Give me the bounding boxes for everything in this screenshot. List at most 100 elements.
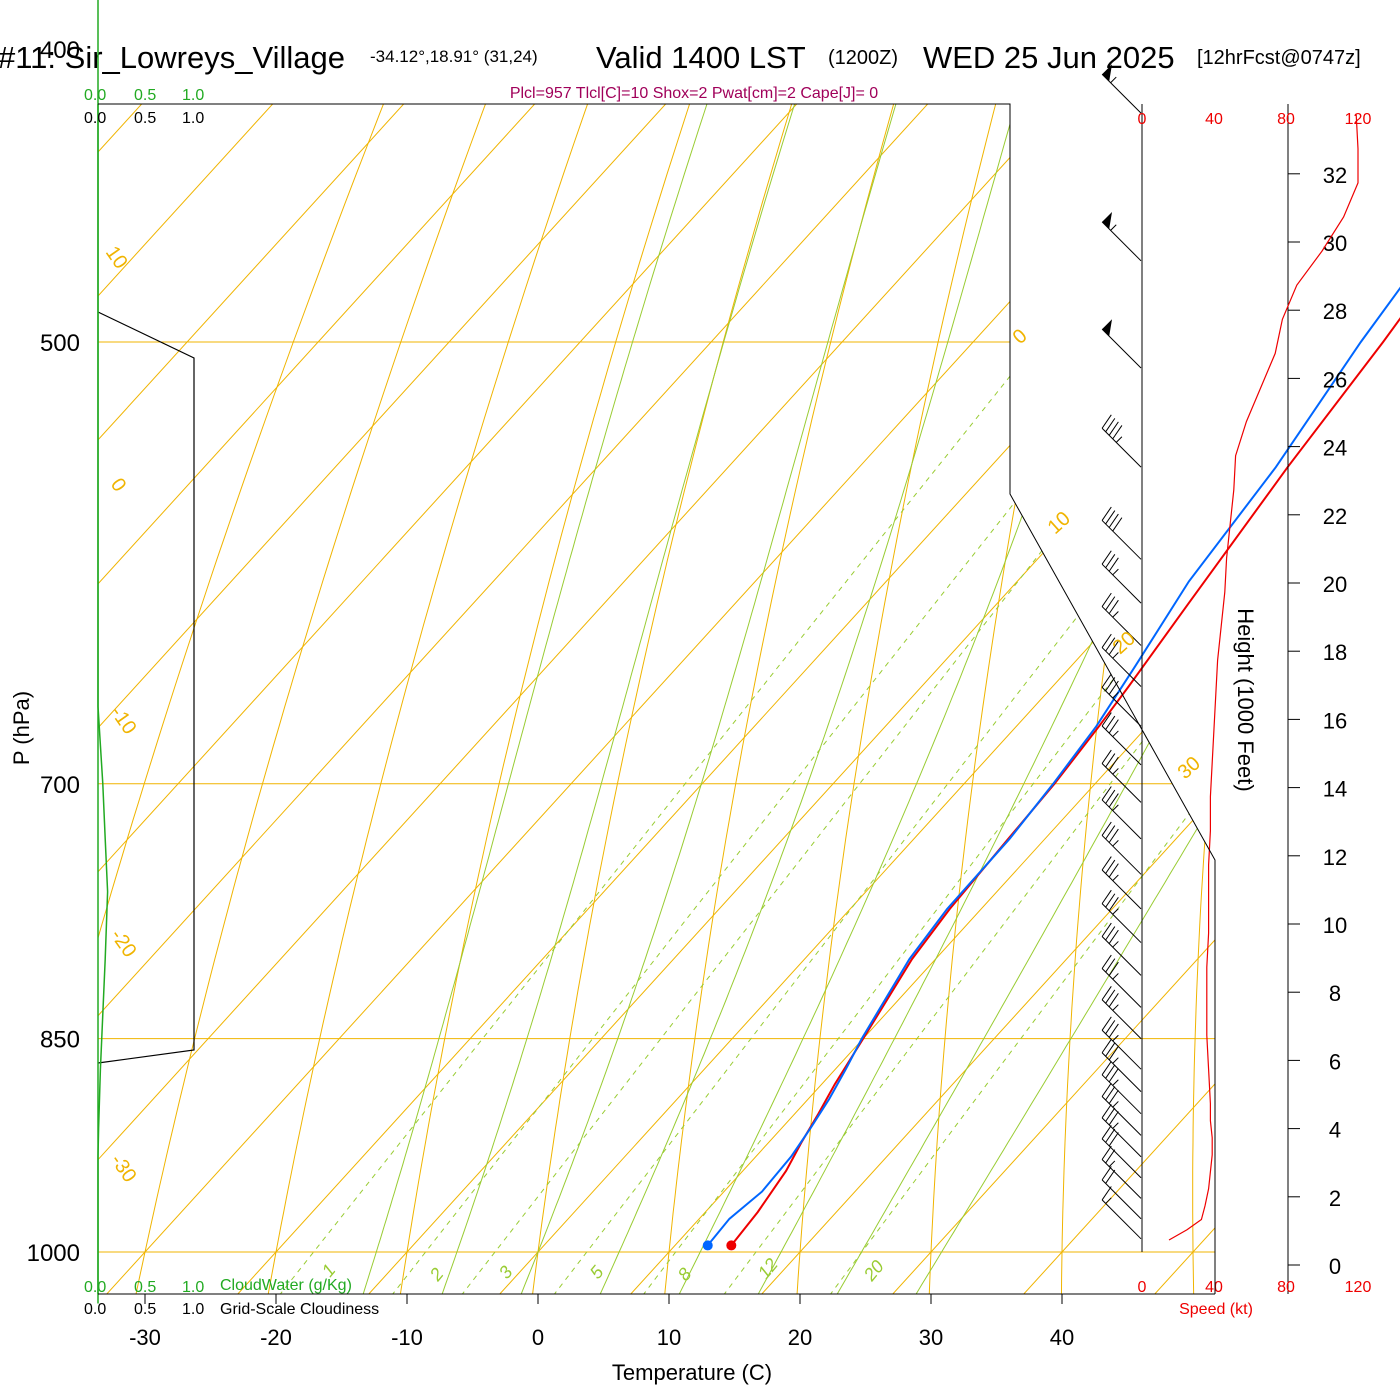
height-tick-label: 12 xyxy=(1323,845,1347,870)
barb-full xyxy=(1105,989,1116,1004)
barb-full xyxy=(1105,958,1116,973)
moist-adiabat xyxy=(438,104,1030,1294)
barb-full xyxy=(1101,712,1112,727)
x-tick-label: 0 xyxy=(532,1325,544,1350)
barb-full xyxy=(1101,633,1112,648)
adiabat-label: 20 xyxy=(1109,627,1140,658)
barb-staff xyxy=(1101,221,1142,262)
wind-speed-line xyxy=(1168,114,1359,1241)
y-axis-label: P (hPa) xyxy=(9,691,34,765)
barb-full xyxy=(1112,425,1123,440)
barb-half xyxy=(1105,1197,1112,1204)
wind-barb xyxy=(1101,1016,1142,1070)
height-tick-label: 26 xyxy=(1323,367,1347,392)
wind-barb xyxy=(1101,64,1142,114)
barb-staff xyxy=(1101,606,1142,646)
barb-staff xyxy=(1101,1179,1142,1220)
dry-adiabat xyxy=(266,104,849,1294)
barb-full xyxy=(1105,1128,1116,1143)
dry-adiabat xyxy=(928,104,1215,1294)
barb-full xyxy=(1108,680,1119,695)
barb-half xyxy=(1112,1034,1119,1042)
dewpoint-surface-dot xyxy=(702,1240,713,1251)
barb-staff xyxy=(1101,835,1142,875)
barb-half xyxy=(1112,1122,1119,1129)
barb-staff xyxy=(1101,799,1142,840)
isotherm-20 xyxy=(752,104,1215,1294)
barb-full xyxy=(1105,510,1116,525)
dry-adiabat xyxy=(795,104,1201,1294)
barb-staff xyxy=(1101,520,1142,560)
barb-full xyxy=(1101,954,1112,969)
height-tick-label: 8 xyxy=(1329,981,1341,1006)
barb-half xyxy=(1112,941,1119,948)
valid-date: WED 25 Jun 2025 xyxy=(923,40,1175,75)
wind-barb xyxy=(1101,712,1142,766)
wind-barb xyxy=(1101,319,1142,369)
adiabat-label: 30 xyxy=(1174,752,1205,783)
wind-barb xyxy=(1101,922,1142,976)
wind-barb xyxy=(1101,986,1142,1039)
cloudwater-tick-top-05: 0.5 xyxy=(134,87,156,104)
barb-half xyxy=(1112,1057,1119,1064)
height-tick-label: 22 xyxy=(1323,504,1347,529)
cloudiness-tick-bottom-0: 0.0 xyxy=(84,1301,106,1318)
barb-full xyxy=(1105,1020,1116,1035)
barb-full xyxy=(1105,825,1116,840)
x-tick-label: 20 xyxy=(788,1325,812,1350)
barb-half xyxy=(1112,691,1119,699)
barb-full xyxy=(1105,1064,1116,1079)
wind-barb xyxy=(1101,821,1142,875)
barb-full xyxy=(1101,1061,1112,1076)
barb-full xyxy=(1108,1068,1119,1083)
barb-full xyxy=(1108,1023,1119,1038)
wind-barb xyxy=(1101,856,1142,910)
barb-half xyxy=(1112,1101,1119,1108)
valid-time: Valid 1400 LST xyxy=(596,40,806,75)
isotherm--40 xyxy=(98,104,1215,1294)
wind-barbs xyxy=(1101,64,1142,1240)
barb-full xyxy=(1108,929,1119,944)
barb-full xyxy=(1108,897,1119,912)
isotherm-0 xyxy=(490,104,1215,1294)
barb-full xyxy=(1101,1166,1112,1181)
barb-full xyxy=(1101,749,1112,764)
isotherm--60 xyxy=(98,104,1215,1294)
height-tick-label: 0 xyxy=(1329,1254,1341,1279)
barb-full xyxy=(1108,1132,1119,1147)
wind-speed-profile: 0040408080120120024681012141618202224262… xyxy=(1138,104,1371,1296)
wind-barb xyxy=(1101,1166,1142,1220)
height-tick-label: 6 xyxy=(1329,1049,1341,1074)
speed-tick-bottom: 0 xyxy=(1138,1279,1147,1296)
barb-full xyxy=(1101,889,1112,904)
barb-staff xyxy=(1101,1096,1142,1136)
wind-barb xyxy=(1101,749,1142,803)
barb-full xyxy=(1101,1186,1112,1201)
pressure-tick-label: 700 xyxy=(40,772,80,799)
height-tick-label: 10 xyxy=(1323,913,1347,938)
mixing-ratio-label: 2 xyxy=(425,1264,447,1285)
isotherm--70 xyxy=(98,104,1215,1294)
barb-pennant xyxy=(1102,64,1113,82)
barb-full xyxy=(1101,922,1112,937)
barb-staff xyxy=(1101,1199,1142,1240)
stability-indices: Plcl=957 Tlcl[C]=10 Shox=2 Pwat[cm]=2 Ca… xyxy=(510,85,878,102)
cloudiness-tick-bottom-1: 1.0 xyxy=(182,1301,204,1318)
barb-half xyxy=(1112,908,1119,915)
barb-staff xyxy=(1101,427,1142,468)
height-tick-label: 18 xyxy=(1323,640,1347,665)
pressure-tick-label: 1000 xyxy=(27,1240,80,1267)
speed-axis-label: Speed (kt) xyxy=(1179,1301,1253,1318)
barb-full xyxy=(1105,596,1116,611)
barb-full xyxy=(1105,1169,1116,1184)
moist-adiabat xyxy=(516,104,1119,1294)
adiabat-label: -30 xyxy=(106,1150,141,1186)
dewpoint-line xyxy=(706,286,1400,1247)
moist-adiabat xyxy=(909,104,1215,1294)
isotherm--80 xyxy=(98,104,1147,1294)
dry-adiabat xyxy=(531,104,1025,1294)
wind-barb xyxy=(1101,1082,1142,1136)
height-tick-label: 24 xyxy=(1323,436,1347,461)
dry-adiabat xyxy=(1060,104,1215,1294)
